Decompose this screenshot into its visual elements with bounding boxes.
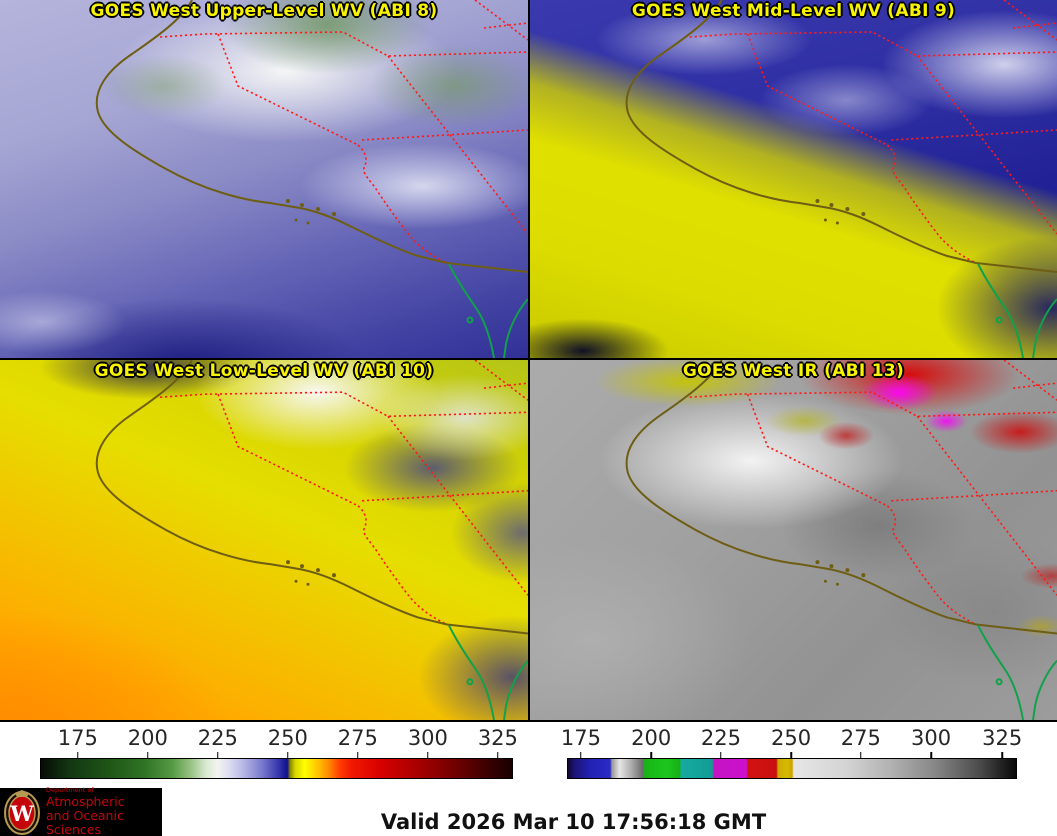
basemap-overlay [625,0,1057,358]
tick-mark [497,752,499,758]
panel-title: GOES West Low-Level WV (ABI 10) [94,361,434,381]
tick-label: 200 [127,726,168,750]
tick-label: 225 [197,726,238,750]
tick-mark [930,752,932,758]
satellite-panel-grid: GOES West Upper-Level WV (ABI 8) GOES We… [0,0,1057,722]
wv-colorbar [40,758,513,779]
tick-mark [357,752,359,758]
tick-label: 300 [407,726,448,750]
tick-label: 275 [840,726,881,750]
tick-label: 325 [477,726,518,750]
panel-title: GOES West IR (ABI 13) [682,361,905,381]
footer: W Department of Atmospheric and Oceanic … [0,786,1057,836]
logo-dept-line: Department of [46,786,94,795]
tick-label: 300 [911,726,952,750]
tick-mark [427,752,429,758]
tick-label: 175 [57,726,98,750]
basemap-overlay [625,360,1057,720]
tick-label: 325 [982,726,1023,750]
colorbar-strip: 175 200 225 250 275 300 325 175 200 225 … [0,722,1057,786]
panel-ir: GOES West IR (ABI 13) [530,360,1057,720]
uw-aos-logo: W Department of Atmospheric and Oceanic … [0,787,162,836]
tick-mark [860,752,862,758]
tick-mark [77,752,79,758]
logo-name-line1: Atmospheric [46,793,125,809]
panel-title: GOES West Mid-Level WV (ABI 9) [631,1,956,21]
wv-colorbar-group: 175 200 225 250 275 300 325 [40,722,518,786]
tick-label: 250 [267,726,308,750]
tick-mark [147,752,149,758]
tick-mark [720,752,722,758]
panel-low-level-wv: GOES West Low-Level WV (ABI 10) [0,360,528,720]
uw-crest-icon: W [4,790,40,835]
panel-upper-level-wv: GOES West Upper-Level WV (ABI 8) [0,0,528,358]
tick-mark [1001,752,1003,758]
panel-title: GOES West Upper-Level WV (ABI 8) [90,1,438,21]
ir-colorbar [567,758,1017,779]
uw-monogram: W [9,801,34,826]
tick-label: 225 [700,726,741,750]
tick-mark [287,752,289,758]
panel-mid-level-wv: GOES West Mid-Level WV (ABI 9) [530,0,1057,358]
tick-mark [217,752,219,758]
tick-label: 250 [771,726,812,750]
logo-text: Department of Atmospheric and Oceanic Sc… [46,787,162,836]
basemap-overlay [95,0,528,358]
tick-label: 275 [337,726,378,750]
logo-name-line2: and Oceanic Sciences [46,807,124,836]
ir-colorbar-group: 175 200 225 250 275 300 325 [561,722,1022,786]
tick-mark [790,752,792,758]
tick-mark [580,752,582,758]
tick-label: 175 [560,726,601,750]
basemap-overlay [95,360,528,720]
tick-label: 200 [631,726,672,750]
tick-mark [650,752,652,758]
valid-timestamp: Valid 2026 Mar 10 17:56:18 GMT [380,810,767,834]
